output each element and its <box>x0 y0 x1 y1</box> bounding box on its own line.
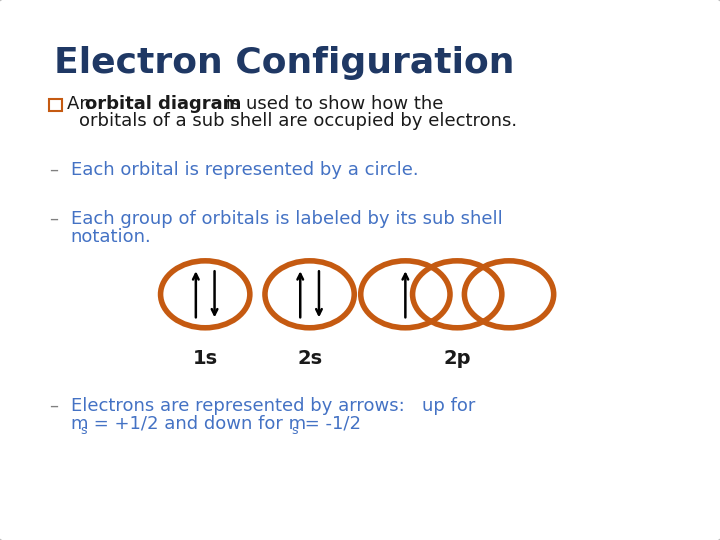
Text: orbitals of a sub shell are occupied by electrons.: orbitals of a sub shell are occupied by … <box>79 112 518 131</box>
Text: Each group of orbitals is labeled by its sub shell: Each group of orbitals is labeled by its… <box>71 210 503 228</box>
Text: m: m <box>71 415 88 433</box>
Text: notation.: notation. <box>71 227 151 246</box>
Text: Electron Configuration: Electron Configuration <box>54 46 515 80</box>
Text: 1s: 1s <box>193 349 217 368</box>
Text: Electrons are represented by arrows:   up for: Electrons are represented by arrows: up … <box>71 397 475 415</box>
Text: is used to show how the: is used to show how the <box>220 94 443 113</box>
Bar <box>49 99 62 111</box>
Text: = -1/2: = -1/2 <box>299 415 361 433</box>
Text: An: An <box>67 94 96 113</box>
Text: 2p: 2p <box>444 349 471 368</box>
Text: s: s <box>291 424 298 437</box>
Text: Each orbital is represented by a circle.: Each orbital is represented by a circle. <box>71 161 418 179</box>
Text: orbital diagram: orbital diagram <box>85 94 241 113</box>
Text: –: – <box>49 397 58 415</box>
Text: s: s <box>81 424 87 437</box>
Text: 2s: 2s <box>297 349 322 368</box>
Text: –: – <box>49 161 58 179</box>
Text: = +1/2 and down for m: = +1/2 and down for m <box>88 415 306 433</box>
Text: –: – <box>49 210 58 228</box>
